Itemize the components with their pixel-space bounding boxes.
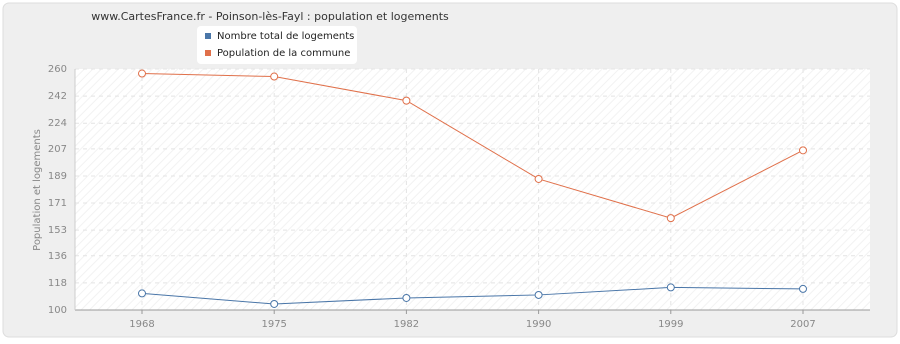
x-tick-label: 1982 [394, 319, 419, 330]
y-tick-label: 171 [48, 198, 67, 209]
y-tick-label: 189 [48, 171, 67, 182]
point [138, 69, 146, 78]
y-tick-label: 136 [48, 251, 67, 262]
legend-label: Nombre total de logements [217, 31, 354, 42]
point [666, 214, 675, 223]
legend-label: Population de la commune [217, 48, 350, 59]
x-tick-label: 2007 [790, 319, 815, 330]
point [666, 283, 675, 292]
x-tick-label: 1968 [129, 319, 154, 330]
point [270, 72, 279, 81]
y-tick-label: 153 [48, 225, 67, 236]
y-tick-label: 100 [48, 305, 67, 316]
point [402, 293, 411, 302]
y-tick-label: 242 [48, 91, 67, 102]
series-line [141, 286, 804, 305]
legend-swatch [205, 50, 211, 56]
point [799, 284, 807, 293]
y-tick-label: 207 [48, 144, 67, 155]
point [402, 96, 411, 105]
point [799, 146, 807, 155]
y-tick-label: 224 [48, 118, 67, 129]
point [534, 290, 543, 299]
point [270, 299, 279, 308]
legend [197, 26, 357, 64]
point [534, 174, 543, 183]
x-tick-label: 1999 [658, 319, 683, 330]
plot-area [75, 69, 870, 310]
y-tick-label: 118 [48, 278, 67, 289]
series-line [141, 73, 804, 219]
chart-title: www.CartesFrance.fr - Poinson-lès-Fayl :… [91, 10, 449, 23]
legend-swatch [205, 33, 211, 39]
y-tick-label: 260 [48, 64, 67, 75]
point [138, 289, 146, 298]
y-axis-label: Population et logements [32, 129, 43, 251]
x-tick-label: 1990 [526, 319, 551, 330]
x-tick-label: 1975 [261, 319, 286, 330]
